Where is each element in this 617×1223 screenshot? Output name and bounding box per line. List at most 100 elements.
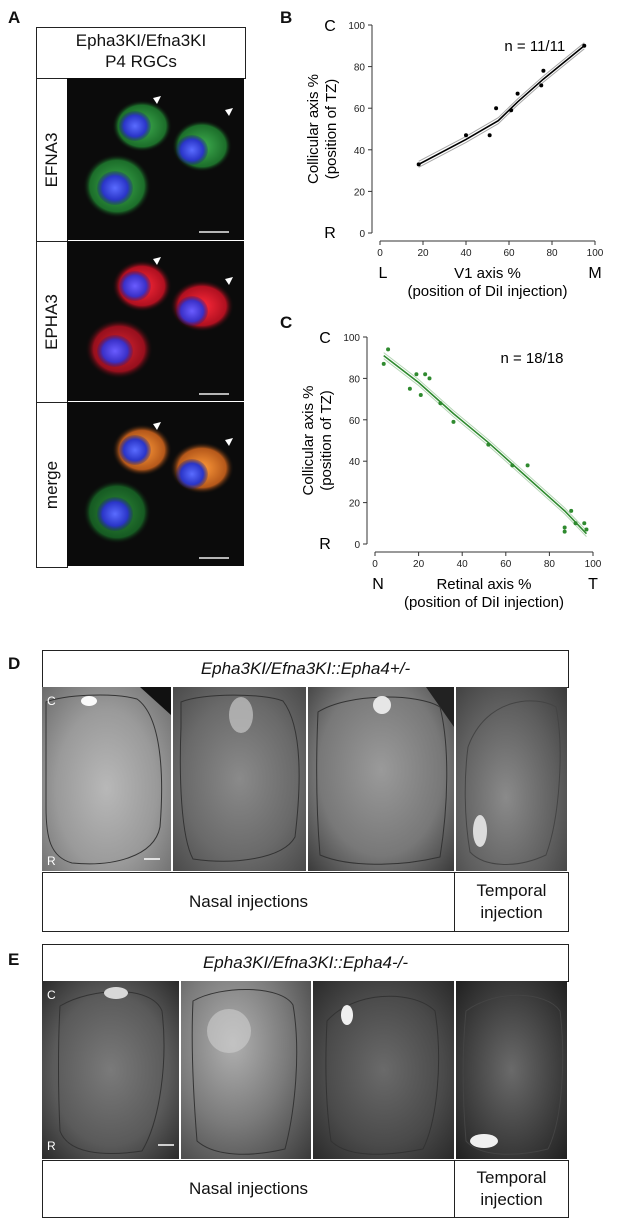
panel-e-genotype: Epha3KI/Efna3KI::Epha4-/- xyxy=(42,944,569,982)
chart-c-fit-band-upper xyxy=(383,352,587,531)
chart-c-data-point xyxy=(525,463,530,468)
panel-a-header-line1: Epha3KI/Efna3KI xyxy=(75,31,207,50)
chart-b-xtick-label: 40 xyxy=(460,248,472,259)
panel-e-tile-4 xyxy=(456,981,567,1159)
chart-c-xlabel-line2: (position of DiI injection) xyxy=(404,594,564,611)
chart-c-xlabel-line1: Retinal axis % xyxy=(436,576,531,593)
chart-c-data-point xyxy=(386,347,391,352)
chart-b-ylabel-line2: (position of TZ) xyxy=(323,79,340,180)
chart-c-xtick-label: 0 xyxy=(372,559,378,570)
panel-e-temporal-line1: Temporal xyxy=(476,1168,547,1187)
chart-c-data-point xyxy=(381,361,386,366)
panel-d-temporal-label: Temporal injection xyxy=(454,872,569,932)
chart-b-data-point xyxy=(515,91,520,96)
panel-e-nasal-label: Nasal injections xyxy=(42,1160,455,1218)
chart-b-data-point xyxy=(539,83,544,88)
chart-b-data-point xyxy=(494,106,499,111)
chart-c-y-end-top: C xyxy=(319,330,331,347)
row-label-epha3: EPHA3 xyxy=(36,241,68,403)
chart-c-data-point xyxy=(451,419,456,424)
panel-d-corner-r: R xyxy=(47,854,56,868)
chart-c-data-point xyxy=(423,372,428,377)
chart-b-ytick-label: 60 xyxy=(354,104,366,115)
micrograph-merge xyxy=(67,402,244,566)
chart-b-xlabel-line2: (position of DiI injection) xyxy=(407,283,567,300)
chart-b-data-point xyxy=(487,133,492,138)
panel-d-tile-1-outline xyxy=(45,687,171,865)
panel-a-header-line2: P4 RGCs xyxy=(105,52,177,71)
chart-b-data-point xyxy=(509,108,514,113)
chart-c-x-end-left: N xyxy=(372,576,384,593)
micrograph-epha3 xyxy=(67,241,244,401)
row-label-efna3: EFNA3 xyxy=(36,78,68,242)
panel-e-corner-r: R xyxy=(47,1139,56,1153)
chart-b: 0 20 40 60 80 100 0 20 40 60 80 100 C R L M Collicular a… xyxy=(305,18,604,300)
panel-d-nasal-label: Nasal injections xyxy=(42,872,455,932)
panel-d-tile-4 xyxy=(456,687,567,871)
panel-e-tile-3 xyxy=(313,981,454,1159)
panel-e-tile-2-outline xyxy=(191,988,298,1155)
chart-b-xtick-label: 20 xyxy=(417,248,429,259)
chart-b-ylabel-line1: Collicular axis % xyxy=(305,74,322,184)
chart-b-x-end-right: M xyxy=(588,265,601,282)
panel-a-letter: A xyxy=(8,8,21,27)
micrograph-merge-image xyxy=(83,422,234,559)
chart-c-annotation: n = 18/18 xyxy=(500,350,563,367)
panel-d-images: C R xyxy=(42,687,567,871)
chart-c-data-point xyxy=(486,442,491,447)
panel-e-temporal-line2: injection xyxy=(480,1190,543,1209)
panel-d-temporal-line2: injection xyxy=(480,903,543,922)
panel-b-letter: B xyxy=(280,8,293,27)
chart-b-xtick-label: 100 xyxy=(587,248,604,259)
panel-d-tile-2 xyxy=(173,687,306,871)
chart-c-data-point xyxy=(510,463,515,468)
panel-d-tile-3 xyxy=(308,687,454,871)
chart-c-xtick-label: 80 xyxy=(544,559,556,570)
chart-c-xtick-label: 60 xyxy=(500,559,512,570)
panel-d-tile-2-outline xyxy=(179,694,300,862)
chart-c-ylabel-line2: (position of TZ) xyxy=(318,390,335,491)
panel-c-letter: C xyxy=(280,313,293,332)
chart-c-data-point xyxy=(562,525,567,530)
chart-c-fit-band-lower xyxy=(383,358,587,537)
panel-d-tile-4-outline xyxy=(464,700,561,865)
chart-c-xtick-label: 100 xyxy=(585,559,602,570)
chart-c-data-point xyxy=(573,521,578,526)
chart-b-fit-line xyxy=(418,45,585,166)
panel-d-corner-c: C xyxy=(47,694,56,708)
chart-b-fit-band-upper xyxy=(418,42,585,162)
chart-c-data-point xyxy=(582,521,587,526)
chart-b-x-end-left: L xyxy=(379,265,388,282)
chart-b-y-end-top: C xyxy=(324,18,336,35)
chart-b-data-point xyxy=(416,162,421,167)
chart-b-fit-band-lower xyxy=(418,48,585,168)
chart-b-data-point xyxy=(541,68,546,73)
chart-c: 0 20 40 60 80 100 0 20 40 60 80 100 C R N T Collicular a… xyxy=(300,330,602,611)
chart-c-ytick-label: 40 xyxy=(349,457,361,468)
chart-c-data-point xyxy=(438,401,443,406)
micrograph-efna3-image xyxy=(83,96,233,233)
chart-b-ytick-label: 40 xyxy=(354,146,366,157)
chart-b-annotation: n = 11/11 xyxy=(504,38,565,55)
panel-d-tile-3-outline xyxy=(316,687,454,865)
panel-a-header: Epha3KI/Efna3KI P4 RGCs xyxy=(36,27,246,79)
chart-c-data-point xyxy=(569,508,574,513)
micrograph-efna3 xyxy=(67,78,244,240)
panel-e-tile-1: C R xyxy=(42,981,179,1159)
chart-b-data-point xyxy=(582,43,587,48)
chart-c-data-point xyxy=(584,527,589,532)
chart-c-y-end-bottom: R xyxy=(319,536,331,553)
chart-b-xtick-label: 0 xyxy=(377,248,383,259)
chart-b-xlabel-line1: V1 axis % xyxy=(454,265,521,282)
chart-b-ytick-label: 20 xyxy=(354,187,366,198)
panel-e-tile-3-outline xyxy=(325,995,440,1155)
chart-c-ytick-label: 60 xyxy=(349,416,361,427)
row-label-merge: merge xyxy=(36,402,68,568)
panel-e-tile-4-outline xyxy=(462,994,564,1155)
micrograph-epha3-image xyxy=(85,257,234,395)
chart-b-ytick-label: 80 xyxy=(354,63,366,74)
chart-b-data-point xyxy=(464,133,468,138)
chart-c-x-end-right: T xyxy=(588,576,598,593)
chart-b-xtick-label: 60 xyxy=(503,248,515,259)
chart-b-ytick-label: 100 xyxy=(348,21,365,32)
